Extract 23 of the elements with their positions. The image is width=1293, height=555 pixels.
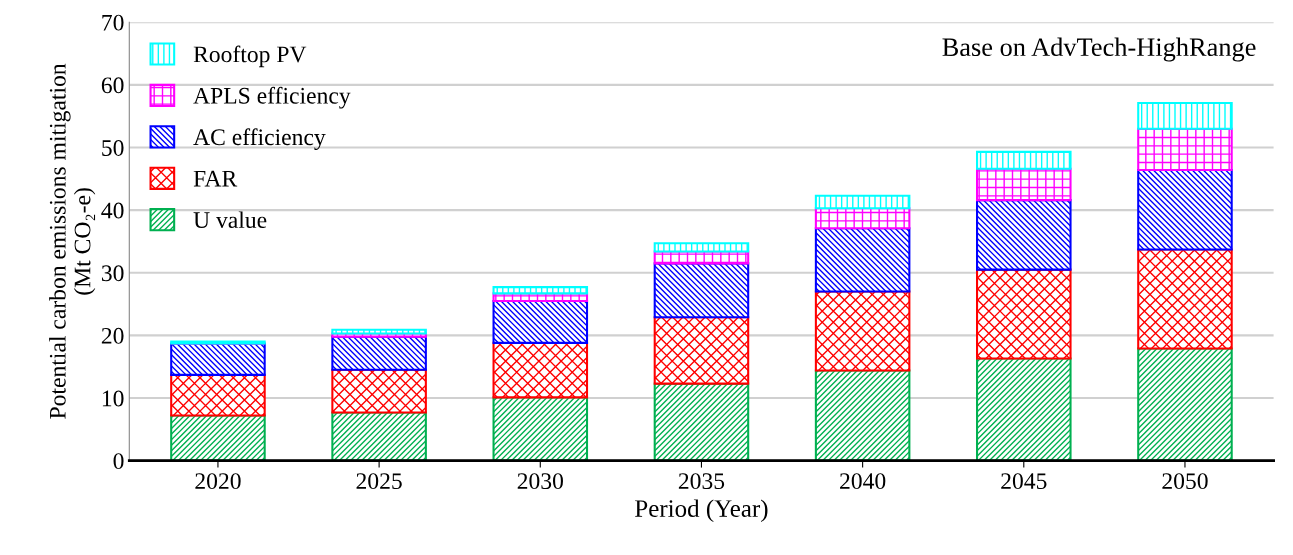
x-axis-title: Period (Year) <box>635 499 768 523</box>
y-tick-label: 50 <box>102 139 124 156</box>
x-tick-label: 2050 <box>1162 473 1208 490</box>
x-tick-label: 2045 <box>1001 473 1047 490</box>
annotation: Base on AdvTech-HighRange <box>942 37 1256 62</box>
legend-label: FAR <box>193 170 238 187</box>
y-tick-label: 10 <box>102 390 124 407</box>
y-tick-label: 30 <box>101 265 124 282</box>
y-tick-label: 0 <box>113 453 124 470</box>
x-tick-label: 2035 <box>678 473 725 490</box>
x-tick-label: 2025 <box>356 473 402 490</box>
y-axis-title: Potential carbon emissions mitigation (Mt CO₂-e) <box>49 63 96 419</box>
y-tick-label: 40 <box>101 202 124 219</box>
legend-label: APLS efficiency <box>193 86 351 109</box>
y-tick-label: 70 <box>102 14 124 31</box>
legend-label: AC efficiency <box>193 128 326 151</box>
x-tick-label: 2030 <box>517 473 563 490</box>
y-tick-label: 60 <box>101 77 124 94</box>
x-tick-label: 2040 <box>840 473 886 490</box>
legend-label: Rooftop PV <box>193 45 307 68</box>
y-tick-label: 20 <box>101 327 124 344</box>
x-tick-label: 2020 <box>195 473 241 490</box>
legend-label: U value <box>193 211 267 229</box>
